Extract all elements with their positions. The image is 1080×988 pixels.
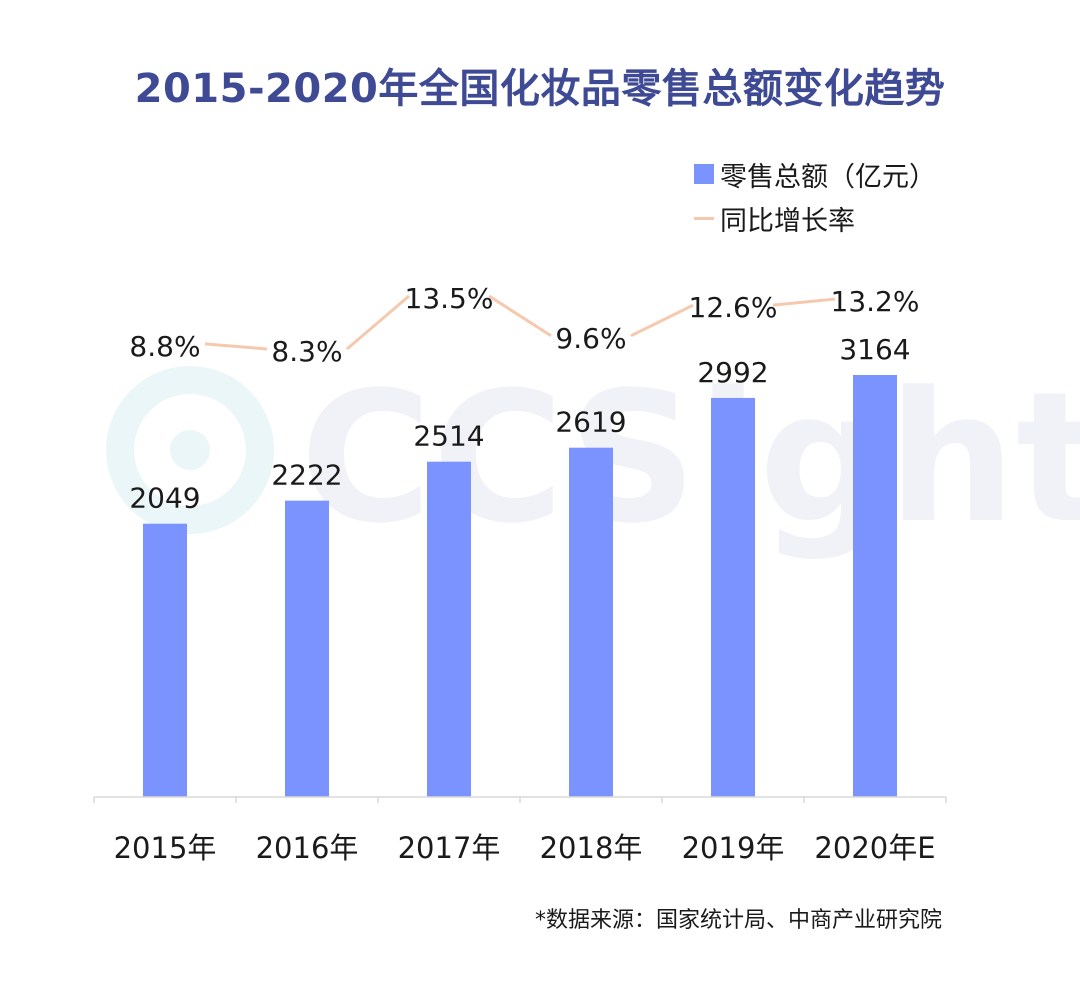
x-tick-label-0: 2015年	[114, 831, 217, 865]
source-note: *数据来源：国家统计局、中商产业研究院	[534, 908, 942, 933]
bar-1	[285, 500, 329, 797]
rate-line-segment-3	[630, 303, 694, 338]
chart-title: 2015-2020年全国化妆品零售总额变化趋势	[134, 66, 946, 112]
x-tick-label-5: 2020年E	[814, 831, 935, 865]
bar-2	[427, 461, 471, 797]
watermark-text: CCSight	[300, 354, 1080, 563]
bar-3	[569, 447, 613, 797]
x-tick-label-2: 2017年	[398, 831, 501, 865]
legend-swatch-bar	[694, 164, 714, 184]
legend: 零售总额（亿元） 同比增长率	[694, 152, 936, 240]
rate-label-5: 13.2%	[831, 285, 920, 318]
rate-label-2: 13.5%	[405, 282, 494, 315]
bar-value-label-1: 2222	[271, 459, 342, 492]
legend-item-bar: 零售总额（亿元）	[694, 152, 936, 196]
legend-label-bar: 零售总额（亿元）	[720, 161, 936, 193]
bar-value-label-2: 2514	[413, 420, 484, 453]
legend-swatch-line	[694, 216, 714, 220]
bar-4	[711, 397, 755, 797]
x-tick-label-1: 2016年	[256, 831, 359, 865]
bar-5	[853, 375, 897, 797]
bar-value-label-4: 2992	[697, 356, 768, 389]
x-tick-label-3: 2018年	[540, 831, 643, 865]
rate-line-segment-4	[772, 297, 836, 307]
rate-line-segment-0	[204, 342, 268, 351]
rate-line-segment-2	[488, 294, 552, 338]
bar-value-label-5: 3164	[839, 333, 910, 366]
x-tick-label-4: 2019年	[682, 831, 785, 865]
legend-label-line: 同比增长率	[720, 205, 855, 237]
bar-0	[143, 523, 187, 797]
bar-value-label-0: 2049	[129, 482, 200, 515]
rate-label-4: 12.6%	[689, 291, 778, 324]
rate-line-segment-1	[346, 294, 410, 351]
rate-label-3: 9.6%	[555, 322, 626, 355]
bar-value-label-3: 2619	[555, 406, 626, 439]
rate-label-1: 8.3%	[271, 335, 342, 368]
legend-item-line: 同比增长率	[694, 196, 936, 240]
rate-label-0: 8.8%	[129, 330, 200, 363]
